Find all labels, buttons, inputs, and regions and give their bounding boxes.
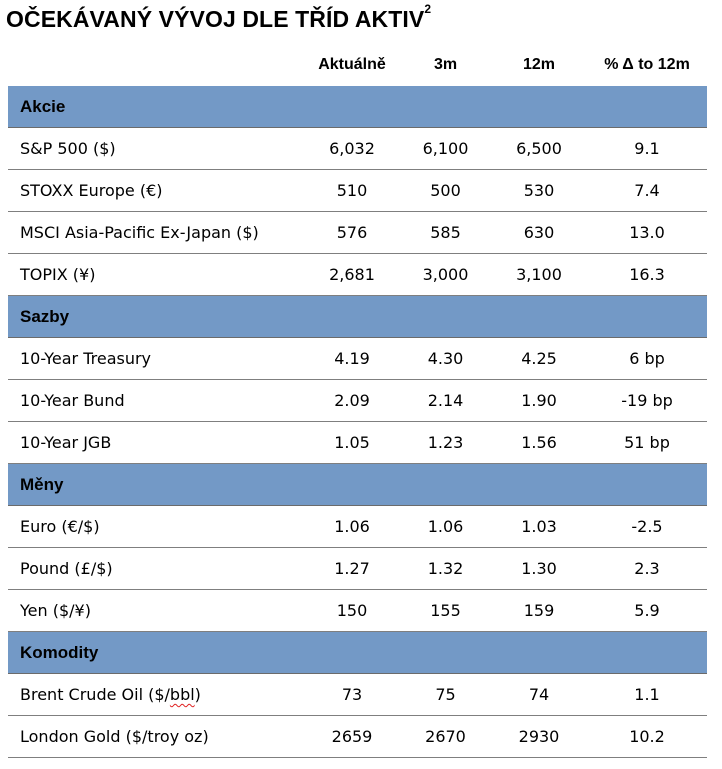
asset-name-prefix: Brent Crude Oil ($/ [20, 685, 170, 704]
value-current: 2.09 [304, 379, 400, 422]
header-current: Aktuálně [318, 55, 386, 73]
value-3m: 1.32 [400, 547, 491, 590]
section-label: Sazby [8, 295, 707, 338]
value-current: 2659 [304, 715, 400, 758]
value-change: -2.5 [587, 505, 707, 548]
section-header-akcie: Akcie [8, 86, 707, 128]
value-3m: 75 [400, 673, 491, 716]
section-header-sazby: Sazby [8, 295, 707, 338]
value-current: 73 [304, 673, 400, 716]
value-change: 13.0 [587, 211, 707, 254]
title-footnote-marker: 2 [424, 2, 432, 16]
value-3m: 6,100 [400, 127, 491, 170]
table-row: Euro (€/$) 1.06 1.06 1.03 -2.5 [8, 505, 707, 548]
table-row: London Gold ($/troy oz) 2659 2670 2930 1… [8, 715, 707, 758]
value-change: 9.1 [587, 127, 707, 170]
asset-class-outlook-table: Aktuálně 3m 12m % Δ to 12m Akcie S&P 500… [8, 43, 707, 758]
asset-name: Euro (€/$) [8, 505, 304, 548]
value-3m: 500 [400, 169, 491, 212]
value-current: 150 [304, 589, 400, 632]
value-12m: 530 [491, 169, 587, 212]
header-asset [8, 43, 304, 86]
asset-name: STOXX Europe (€) [8, 169, 304, 212]
value-change: 10.2 [587, 715, 707, 758]
table-row: Pound (£/$) 1.27 1.32 1.30 2.3 [8, 547, 707, 590]
value-12m: 1.30 [491, 547, 587, 590]
value-change: 2.3 [587, 547, 707, 590]
value-current: 1.05 [304, 421, 400, 464]
asset-name: MSCI Asia-Pacific Ex-Japan ($) [8, 211, 304, 254]
asset-name: Pound (£/$) [8, 547, 304, 590]
value-12m: 1.03 [491, 505, 587, 548]
asset-name: London Gold ($/troy oz) [8, 715, 304, 758]
value-3m: 4.30 [400, 337, 491, 380]
value-12m: 4.25 [491, 337, 587, 380]
asset-name: 10-Year Bund [8, 379, 304, 422]
header-row: Aktuálně 3m 12m % Δ to 12m [8, 43, 707, 86]
value-3m: 1.06 [400, 505, 491, 548]
section-label: Měny [8, 463, 707, 506]
value-3m: 3,000 [400, 253, 491, 296]
value-change: 5.9 [587, 589, 707, 632]
value-change: 6 bp [587, 337, 707, 380]
table-row: Brent Crude Oil ($/bbl) 73 75 74 1.1 [8, 673, 707, 716]
asset-name: 10-Year JGB [8, 421, 304, 464]
asset-name: TOPIX (¥) [8, 253, 304, 296]
asset-name-suffix: ) [194, 685, 201, 704]
section-label: Akcie [8, 86, 707, 128]
table-row: S&P 500 ($) 6,032 6,100 6,500 9.1 [8, 127, 707, 170]
value-current: 1.06 [304, 505, 400, 548]
value-3m: 1.23 [400, 421, 491, 464]
value-current: 1.27 [304, 547, 400, 590]
header-3m: 3m [433, 55, 458, 73]
table-row: Yen ($/¥) 150 155 159 5.9 [8, 589, 707, 632]
value-12m: 2930 [491, 715, 587, 758]
page-title: OČEKÁVANÝ VÝVOJ DLE TŘÍD AKTIV2 [6, 3, 431, 33]
value-12m: 6,500 [491, 127, 587, 170]
value-current: 510 [304, 169, 400, 212]
value-12m: 1.56 [491, 421, 587, 464]
value-change: 7.4 [587, 169, 707, 212]
asset-name: Yen ($/¥) [8, 589, 304, 632]
section-header-komodity: Komodity [8, 631, 707, 674]
asset-name: S&P 500 ($) [8, 127, 304, 170]
value-current: 2,681 [304, 253, 400, 296]
value-change: 1.1 [587, 673, 707, 716]
value-change: -19 bp [587, 379, 707, 422]
asset-name: 10-Year Treasury [8, 337, 304, 380]
header-change: % Δ to 12m [604, 55, 690, 73]
value-change: 16.3 [587, 253, 707, 296]
table-row: TOPIX (¥) 2,681 3,000 3,100 16.3 [8, 253, 707, 296]
table-row: MSCI Asia-Pacific Ex-Japan ($) 576 585 6… [8, 211, 707, 254]
table-row: STOXX Europe (€) 510 500 530 7.4 [8, 169, 707, 212]
asset-name: Brent Crude Oil ($/bbl) [8, 673, 304, 716]
value-change: 51 bp [587, 421, 707, 464]
value-12m: 3,100 [491, 253, 587, 296]
value-3m: 2670 [400, 715, 491, 758]
value-current: 6,032 [304, 127, 400, 170]
spellcheck-flagged-word: bbl [169, 685, 195, 704]
value-12m: 1.90 [491, 379, 587, 422]
header-12m: 12m [522, 55, 556, 73]
table-row: 10-Year Treasury 4.19 4.30 4.25 6 bp [8, 337, 707, 380]
title-text: OČEKÁVANÝ VÝVOJ DLE TŘÍD AKTIV [6, 6, 425, 32]
value-current: 576 [304, 211, 400, 254]
table-row: 10-Year Bund 2.09 2.14 1.90 -19 bp [8, 379, 707, 422]
section-label: Komodity [8, 631, 707, 674]
value-12m: 74 [491, 673, 587, 716]
value-12m: 159 [491, 589, 587, 632]
table-row: 10-Year JGB 1.05 1.23 1.56 51 bp [8, 421, 707, 464]
value-3m: 2.14 [400, 379, 491, 422]
value-3m: 585 [400, 211, 491, 254]
value-current: 4.19 [304, 337, 400, 380]
section-header-meny: Měny [8, 463, 707, 506]
value-3m: 155 [400, 589, 491, 632]
value-12m: 630 [491, 211, 587, 254]
